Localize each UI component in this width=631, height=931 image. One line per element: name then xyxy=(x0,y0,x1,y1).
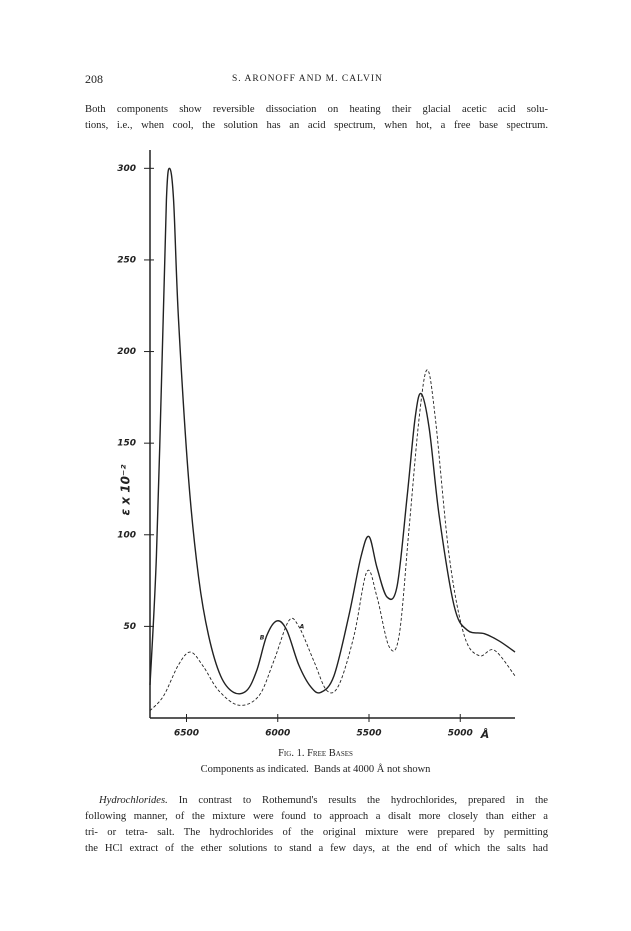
x-tick-label: 6500 xyxy=(174,729,199,739)
running-title: S. ARONOFF AND M. CALVIN xyxy=(232,74,383,84)
text-line: the HCl extract of the ether solutions t… xyxy=(85,843,548,854)
y-tick-label: 300 xyxy=(117,164,136,174)
text-line: following manner, of the mixture were fo… xyxy=(85,811,548,822)
y-tick-label: 100 xyxy=(117,530,136,540)
text-line: tri- or tetra- salt. The hydrochlorides … xyxy=(85,827,548,838)
caption-title: Fig. 1. Free Bases xyxy=(278,748,353,759)
y-tick-label: 200 xyxy=(117,347,136,357)
x-axis-label: Å xyxy=(480,728,490,741)
y-tick-label: 50 xyxy=(123,622,136,632)
caption-text: Components as indicated. Bands at 4000 Å… xyxy=(200,764,431,775)
text-line: tions, i.e., when cool, the solution has… xyxy=(85,120,548,131)
x-tick-label: 6000 xyxy=(265,729,290,739)
page-number: 208 xyxy=(85,72,103,86)
series-label: B xyxy=(260,635,265,642)
y-axis-label: ε x 10⁻² xyxy=(119,464,133,516)
text-line: Both components show reversible dissocia… xyxy=(85,104,548,115)
y-tick-label: 250 xyxy=(117,255,136,265)
data-line xyxy=(149,369,516,711)
series-label: A xyxy=(299,624,305,631)
run-in-heading: Hydrochlorides. xyxy=(99,795,168,806)
x-tick-label: 5000 xyxy=(448,729,473,739)
x-tick-label: 5500 xyxy=(356,729,381,739)
text-line: Hydrochlorides. In contrast to Rothemund… xyxy=(85,795,548,806)
data-line xyxy=(149,167,516,695)
y-tick-label: 150 xyxy=(117,439,136,449)
text: In contrast to Rothemund's results the h… xyxy=(178,795,548,806)
